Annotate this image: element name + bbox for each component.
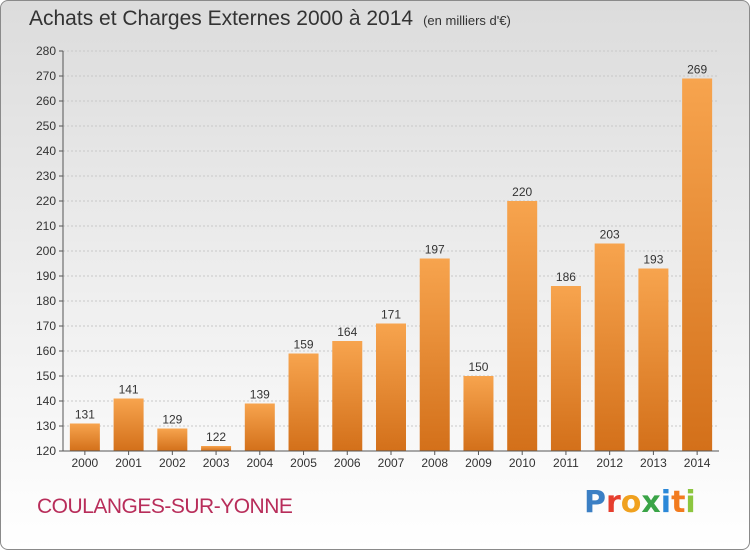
x-tick-label: 2006 [334,456,361,470]
x-tick-label: 2010 [509,456,536,470]
bar-2004 [244,403,275,451]
y-tick-label: 140 [36,394,56,408]
bar-2008 [419,258,450,451]
bar-2001 [113,398,144,451]
data-label: 203 [600,228,620,242]
y-tick-label: 180 [36,294,56,308]
x-tick-label: 2003 [203,456,230,470]
x-tick-label: 2000 [72,456,99,470]
y-tick-label: 230 [36,169,56,183]
y-tick-label: 220 [36,194,56,208]
y-tick-label: 250 [36,119,56,133]
data-label: 131 [75,408,95,422]
y-tick-label: 150 [36,369,56,383]
commune-name: COULANGES-SUR-YONNE [37,495,293,518]
bar-2012 [594,243,625,451]
y-tick-label: 130 [36,419,56,433]
y-tick-label: 240 [36,144,56,158]
proxiti-logo: Proxiti [584,485,696,520]
y-tick-label: 170 [36,319,56,333]
data-label: 122 [206,430,226,444]
bar-2009 [463,376,494,451]
x-tick-label: 2009 [465,456,492,470]
logo-letter: o [620,485,642,520]
y-tick-label: 210 [36,219,56,233]
bar-2007 [376,323,406,451]
y-tick-label: 160 [36,344,56,358]
bar-2006 [332,341,363,451]
bar-2003 [201,446,232,451]
bar-2010 [507,201,538,451]
x-tick-label: 2004 [246,456,273,470]
data-label: 269 [687,63,707,77]
data-label: 220 [512,185,532,199]
data-label: 141 [119,383,139,397]
x-tick-label: 2014 [684,456,711,470]
y-tick-label: 270 [36,69,56,83]
x-tick-label: 2011 [553,456,579,470]
chart-subtitle: (en milliers d'€) [423,13,511,28]
chart-title: Achats et Charges Externes 2000 à 2014 [29,7,414,30]
logo-letter: r [606,485,621,520]
data-label: 197 [425,243,445,257]
bar-2005 [288,353,319,451]
chart-header: Achats et Charges Externes 2000 à 2014 (e… [29,7,511,31]
bar-2000 [69,423,100,451]
y-tick-label: 120 [36,444,56,458]
data-label: 186 [556,270,576,284]
x-tick-label: 2012 [596,456,623,470]
x-tick-label: 2013 [640,456,667,470]
bar-2014 [682,78,713,451]
data-label: 159 [294,338,314,352]
logo-letter: i [685,485,696,520]
y-tick-label: 280 [36,44,56,58]
x-tick-label: 2005 [290,456,317,470]
x-tick-label: 2002 [159,456,186,470]
data-label: 171 [381,308,401,322]
logo-letter: t [671,485,686,520]
data-label: 193 [643,253,663,267]
data-label: 164 [337,325,357,339]
x-tick-label: 2007 [378,456,405,470]
logo-letter: i [660,485,672,520]
data-label: 150 [468,360,488,374]
y-tick-label: 190 [36,269,56,283]
data-label: 139 [250,388,270,402]
bar-2013 [638,268,669,451]
y-tick-label: 200 [36,244,56,258]
logo-letter: P [584,485,606,520]
y-tick-label: 260 [36,94,56,108]
axes: 120 130 140 150 160 170 180 190 200 210 220 230 240 2… [36,44,719,470]
x-tick-label: 2001 [115,456,142,470]
bar-2002 [157,428,188,451]
logo-letter: x [641,485,661,520]
bars: 131 141 129 122 139 159 164 171 197 150 220 186 203 1… [69,63,713,451]
x-tick-label: 2008 [421,456,448,470]
data-label: 129 [162,413,182,427]
bar-2011 [550,286,581,451]
